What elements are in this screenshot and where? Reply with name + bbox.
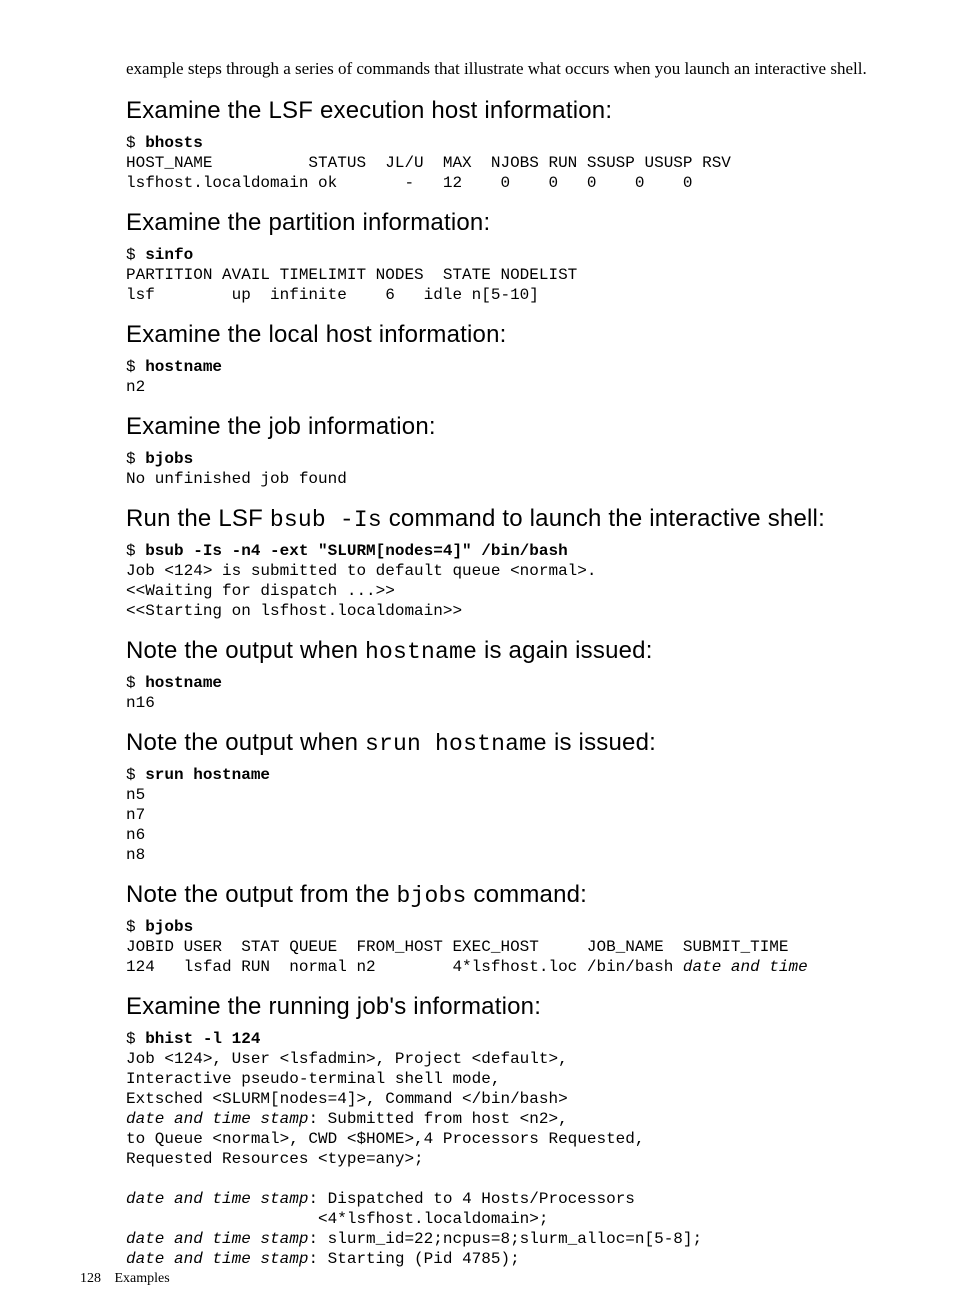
code-text: $ [126,918,145,936]
heading-text-span: Note the output from the [126,881,397,908]
code-block: $ hostname n16 [126,673,874,713]
heading-text-span: command to launch the interactive shell: [382,505,825,532]
code-command: sinfo [145,246,193,264]
code-text: n16 [126,694,155,712]
heading-text-span: is again issued: [477,637,653,664]
code-command: bjobs [145,918,193,936]
code-text: n7 [126,806,145,824]
section-heading: Examine the local host information: [126,321,874,349]
code-command: bhosts [145,134,203,152]
code-text: to Queue <normal>, CWD <$HOME>,4 Process… [126,1130,644,1148]
code-command: hostname [145,674,222,692]
section-heading: Examine the partition information: [126,209,874,237]
heading-text-span: command: [467,881,588,908]
code-text: Extsched <SLURM[nodes=4]>, Command </bin… [126,1090,568,1108]
code-command: hostname [145,358,222,376]
code-block: $ bhosts HOST_NAME STATUS JL/U MAX NJOBS… [126,133,874,193]
code-text: : slurm_id=22;ncpus=8;slurm_alloc=n[5-8]… [308,1230,702,1248]
document-page: example steps through a series of comman… [0,0,954,1311]
heading-code-span: hostname [365,639,477,665]
code-text: lsfhost.localdomain ok - 12 0 0 0 0 0 [126,174,693,192]
code-text: n8 [126,846,145,864]
section-heading: Examine the job information: [126,413,874,441]
code-text: lsf up infinite 6 idle n[5-10] [126,286,539,304]
section-heading: Run the LSF bsub -Is command to launch t… [126,505,874,533]
code-block: $ bsub -Is -n4 -ext "SLURM[nodes=4]" /bi… [126,541,874,621]
page-number: 128 [80,1271,101,1286]
code-text: $ [126,766,145,784]
code-block: $ bhist -l 124 Job <124>, User <lsfadmin… [126,1029,874,1269]
code-command: bsub -Is -n4 -ext "SLURM[nodes=4]" /bin/… [145,542,567,560]
code-text: $ [126,542,145,560]
heading-text-span: Examine the job information: [126,413,436,440]
code-text: No unfinished job found [126,470,347,488]
code-text: Job <124> is submitted to default queue … [126,562,596,580]
section-heading: Note the output from the bjobs command: [126,881,874,909]
code-text: Interactive pseudo-terminal shell mode, [126,1070,500,1088]
code-text: JOBID USER STAT QUEUE FROM_HOST EXEC_HOS… [126,938,789,956]
code-block: $ bjobs No unfinished job found [126,449,874,489]
code-text: <4*lsfhost.localdomain>; [126,1210,548,1228]
code-text: <<Starting on lsfhost.localdomain>> [126,602,462,620]
code-text: HOST_NAME STATUS JL/U MAX NJOBS RUN SSUS… [126,154,731,172]
heading-text-span: Note the output when [126,637,365,664]
page-footer: 128 Examples [80,1271,170,1287]
code-text: $ [126,246,145,264]
code-italic: date and time stamp [126,1190,308,1208]
code-text: 124 lsfad RUN normal n2 4*lsfhost.loc /b… [126,958,683,976]
intro-paragraph: example steps through a series of comman… [126,58,874,81]
code-text: $ [126,450,145,468]
code-italic: date and time [683,958,808,976]
code-command: srun hostname [145,766,270,784]
heading-text-span: Examine the LSF execution host informati… [126,97,612,124]
heading-text-span: is issued: [547,729,656,756]
code-text: : Starting (Pid 4785); [308,1250,519,1268]
code-text: n2 [126,378,145,396]
code-text: $ [126,134,145,152]
section-heading: Note the output when hostname is again i… [126,637,874,665]
heading-text-span: Run the LSF [126,505,270,532]
heading-code-span: bsub -Is [270,507,382,533]
code-text: PARTITION AVAIL TIMELIMIT NODES STATE NO… [126,266,577,284]
code-text: $ [126,358,145,376]
section-heading: Examine the LSF execution host informati… [126,97,874,125]
footer-label: Examples [115,1271,170,1286]
code-text: $ [126,674,145,692]
code-text: $ [126,1030,145,1048]
heading-text-span: Note the output when [126,729,365,756]
code-italic: date and time stamp [126,1230,308,1248]
section-heading: Note the output when srun hostname is is… [126,729,874,757]
code-text: : Dispatched to 4 Hosts/Processors [308,1190,634,1208]
code-text: : Submitted from host <n2>, [308,1110,567,1128]
code-italic: date and time stamp [126,1250,308,1268]
code-block: $ bjobs JOBID USER STAT QUEUE FROM_HOST … [126,917,874,977]
code-text: <<Waiting for dispatch ...>> [126,582,395,600]
section-heading: Examine the running job's information: [126,993,874,1021]
code-block: $ srun hostname n5 n7 n6 n8 [126,765,874,865]
code-block: $ hostname n2 [126,357,874,397]
code-text: n5 [126,786,145,804]
heading-text-span: Examine the running job's information: [126,993,541,1020]
heading-text-span: Examine the partition information: [126,209,490,236]
code-text: Requested Resources <type=any>; [126,1150,424,1168]
code-italic: date and time stamp [126,1110,308,1128]
code-command: bjobs [145,450,193,468]
code-block: $ sinfo PARTITION AVAIL TIMELIMIT NODES … [126,245,874,305]
sections-container: Examine the LSF execution host informati… [126,97,874,1269]
code-command: bhist -l 124 [145,1030,260,1048]
code-text: n6 [126,826,145,844]
code-text: Job <124>, User <lsfadmin>, Project <def… [126,1050,568,1068]
heading-text-span: Examine the local host information: [126,321,507,348]
heading-code-span: bjobs [397,883,467,909]
heading-code-span: srun hostname [365,731,547,757]
